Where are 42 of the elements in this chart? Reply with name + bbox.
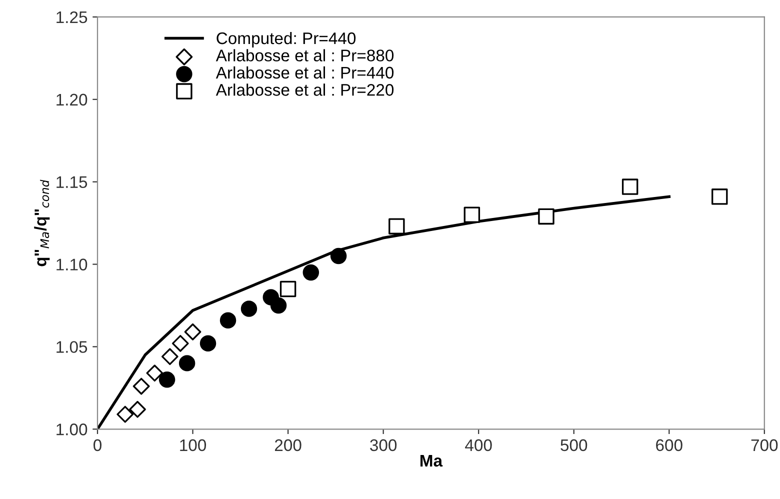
legend-label: Computed: Pr=440 xyxy=(216,32,356,48)
point xyxy=(712,188,728,205)
point xyxy=(270,297,287,314)
x-tick-label: 500 xyxy=(560,439,588,452)
point xyxy=(280,280,296,298)
y-tick-label: 1.05 xyxy=(56,341,88,353)
point xyxy=(184,323,202,340)
x-tick-label: 400 xyxy=(465,439,492,452)
legend-label: Arlabosse et al : Pr=880 xyxy=(216,49,394,62)
point xyxy=(538,208,554,225)
point xyxy=(240,300,258,317)
point xyxy=(132,378,150,395)
y-tick-label: 1.25 xyxy=(56,11,88,24)
y-tick-label: 1.10 xyxy=(56,258,88,270)
point xyxy=(200,335,216,352)
y-tick-label: 1.20 xyxy=(56,94,88,106)
legend-label: Arlabosse et al : Pr=440 xyxy=(216,66,394,79)
point xyxy=(158,372,176,388)
point xyxy=(464,206,480,223)
x-tick-label: 0 xyxy=(94,439,102,452)
point xyxy=(146,364,164,382)
point xyxy=(388,218,405,234)
y-tick-label: 1.00 xyxy=(56,424,88,436)
point xyxy=(330,248,347,264)
x-axis-title: Ma xyxy=(420,455,443,467)
x-tick-label: 100 xyxy=(180,439,206,452)
x-tick-label: 300 xyxy=(370,439,397,452)
line-series xyxy=(98,195,671,430)
point xyxy=(116,406,134,423)
point xyxy=(220,312,236,328)
y-axis-title: q"$_{Ma}$/q"$_{cond}$ xyxy=(34,180,50,266)
point xyxy=(172,334,189,352)
point xyxy=(129,400,146,418)
point xyxy=(622,178,638,195)
x-tick-label: 700 xyxy=(751,439,778,452)
y-tick-label: 1.15 xyxy=(56,176,88,188)
x-tick-label: 600 xyxy=(656,439,682,452)
x-tick-label: 200 xyxy=(274,439,302,452)
point xyxy=(161,348,178,366)
point xyxy=(178,355,196,372)
legend-label: Arlabosse et al : Pr=220 xyxy=(216,84,394,96)
point xyxy=(302,264,320,281)
